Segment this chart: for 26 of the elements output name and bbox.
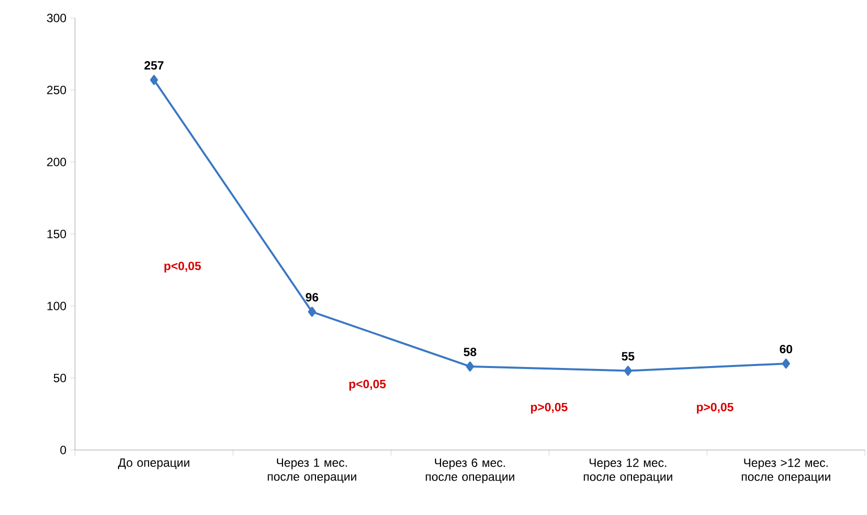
point [150, 74, 158, 85]
x-tick-label: Через 12 мес. после операции [584, 458, 672, 484]
x-tick-label: Через 6 мес. после операции [426, 458, 514, 484]
point [466, 361, 474, 372]
annotation: p>0,05 [531, 402, 568, 414]
x-tick-label: До операции [118, 458, 190, 470]
x-tick-label: Через >12 мес. после операции [742, 458, 830, 484]
y-tick-label: 200 [47, 158, 66, 166]
y-tick-label: 150 [47, 230, 66, 238]
annotation: p<0,05 [164, 262, 201, 273]
x-tick-label: Через 1 мес. после операции [268, 458, 356, 484]
annotation: p>0,05 [696, 402, 734, 414]
point [624, 366, 632, 376]
point [782, 358, 790, 369]
y-tick-label: 300 [47, 14, 66, 22]
point [308, 306, 316, 317]
annotation: p<0,05 [349, 380, 386, 391]
data-label: 55 [622, 352, 634, 360]
data-label: 257 [144, 61, 164, 70]
y-tick-label: 100 [47, 302, 66, 310]
y-tick-label: 0 [60, 446, 66, 454]
data-label: 60 [780, 344, 792, 354]
data-label: 96 [306, 293, 318, 302]
y-tick-label: 250 [47, 86, 66, 94]
y-tick-label: 50 [54, 374, 66, 382]
data-label: 58 [464, 348, 476, 356]
